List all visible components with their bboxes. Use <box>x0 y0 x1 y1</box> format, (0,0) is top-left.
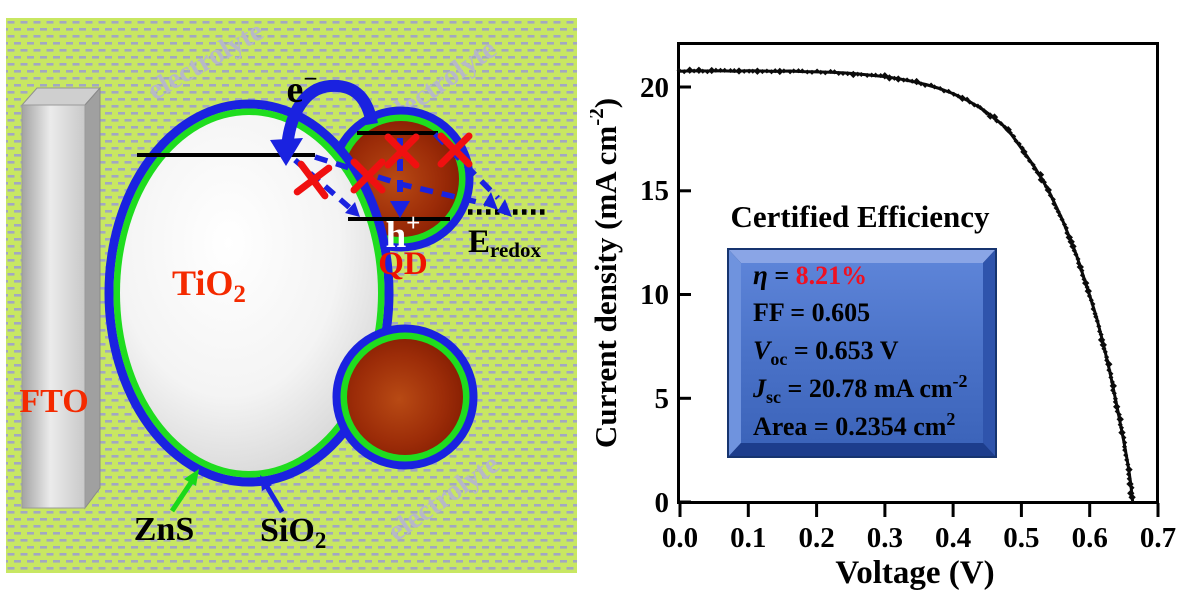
fto-label: FTO <box>19 383 88 420</box>
svg-text:15: 15 <box>640 175 669 207</box>
device-schematic-panel: electrolyte electrolyte electrolyte <box>6 18 577 573</box>
qd-sphere-bottom <box>332 324 478 470</box>
eredox-label: Eredox <box>468 224 541 262</box>
zns-pointer-arrow <box>169 469 199 513</box>
efficiency-line: η = 8.21% <box>753 260 867 290</box>
jv-chart-panel: 0.0 0.1 0.2 0.3 0.4 0.5 0.6 0.7 0 5 10 1… <box>590 42 1176 591</box>
svg-text:10: 10 <box>640 279 669 311</box>
area-line: Area = 0.2354 cm2 <box>753 409 955 441</box>
svg-text:0.3: 0.3 <box>867 522 903 554</box>
svg-text:0: 0 <box>655 487 670 519</box>
ff-line: FF = 0.605 <box>753 298 870 327</box>
y-tick-labels: 0 5 10 15 20 <box>640 72 669 519</box>
hole-label: h+ <box>386 210 421 256</box>
x-axis-ticks <box>678 503 1160 517</box>
svg-text:0.4: 0.4 <box>935 522 971 554</box>
svg-text:20: 20 <box>640 72 669 104</box>
svg-text:0.1: 0.1 <box>730 522 766 554</box>
tio2-sphere <box>104 99 394 487</box>
sio2-pointer-arrow <box>260 475 285 514</box>
svg-text:0.0: 0.0 <box>662 522 698 554</box>
blocked-x-marks <box>293 132 473 200</box>
efficiency-info-box <box>727 248 997 458</box>
fto-electrode <box>20 86 102 510</box>
svg-text:0.6: 0.6 <box>1072 522 1108 554</box>
chart-title: Certified Efficiency <box>730 199 990 234</box>
plot-frame <box>677 42 1159 504</box>
svg-text:5: 5 <box>655 383 670 415</box>
svg-text:0.5: 0.5 <box>1003 522 1039 554</box>
y-axis-title: Current density (mA cm-2) <box>590 98 623 448</box>
electron-label: e− <box>286 66 317 111</box>
sio2-label: SiO2 <box>260 512 326 553</box>
jsc-line: Jsc = 20.78 mA cm-2 <box>752 371 968 407</box>
svg-text:0.2: 0.2 <box>798 522 834 554</box>
qd-label: QD <box>378 246 428 282</box>
svg-text:0.7: 0.7 <box>1140 522 1176 554</box>
electron-injection-arrow <box>270 79 378 166</box>
efficiency-info-box-text: η = 8.21% FF = 0.605 Voc = 0.653 V Jsc =… <box>752 260 968 441</box>
voc-line: Voc = 0.653 V <box>753 336 899 369</box>
zns-label: ZnS <box>134 511 195 548</box>
x-tick-labels: 0.0 0.1 0.2 0.3 0.4 0.5 0.6 0.7 <box>662 522 1176 554</box>
y-axis-ticks <box>680 85 691 504</box>
tio2-label: TiO2 <box>172 263 246 308</box>
x-axis-title: Voltage (V) <box>835 555 994 591</box>
recombination-arrowheads <box>345 192 512 218</box>
